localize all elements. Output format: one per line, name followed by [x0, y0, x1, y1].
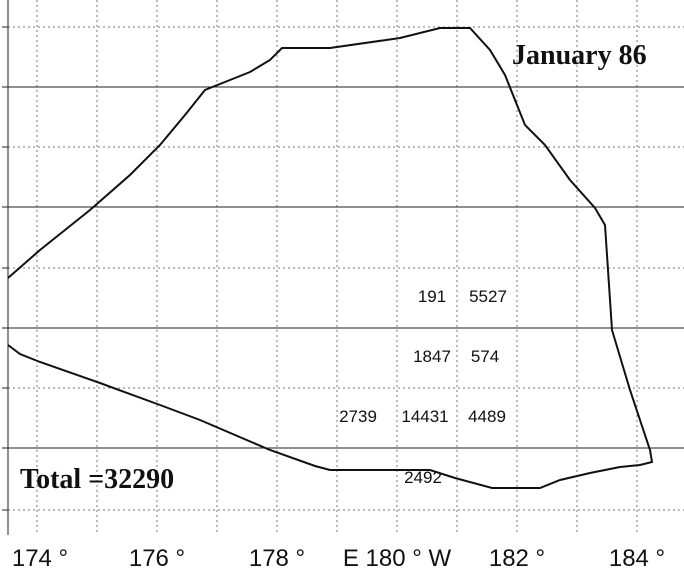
region-outline [7, 27, 654, 489]
x-axis-label: E 180 ° W [343, 545, 452, 572]
x-axis-label: 182 ° [489, 545, 545, 572]
cell-count: 5527 [469, 287, 507, 306]
grid [2, 0, 684, 535]
x-axis-label: 178 ° [249, 545, 305, 572]
total-label: Total =32290 [20, 464, 174, 495]
cell-count: 2492 [404, 468, 442, 487]
map-title: January 86 [512, 40, 647, 71]
cell-count: 4489 [468, 407, 506, 426]
x-axis-label: 176 ° [129, 545, 185, 572]
cell-count: 574 [471, 347, 499, 366]
cell-count: 2739 [339, 407, 377, 426]
x-axis-label: 174 ° [12, 545, 68, 572]
x-axis-label: 184 ° [609, 545, 665, 572]
cell-count: 191 [418, 287, 446, 306]
cell-count: 1847 [413, 347, 451, 366]
cell-count: 14431 [401, 407, 448, 426]
